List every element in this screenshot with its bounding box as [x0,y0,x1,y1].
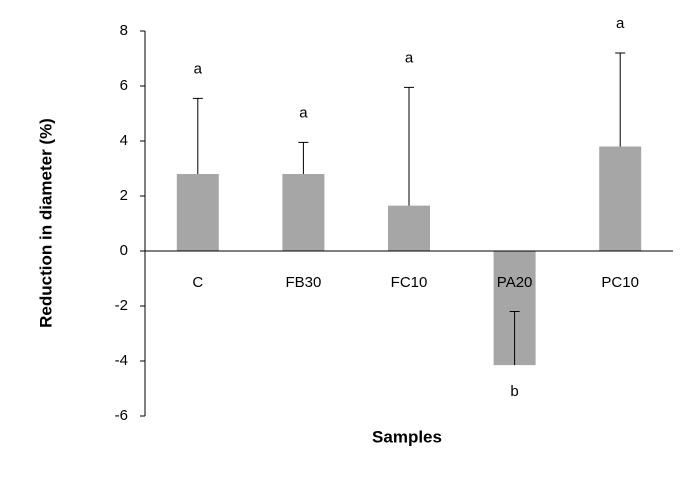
y-tick-label: -4 [115,352,128,369]
y-tick-label: 4 [120,132,128,149]
x-tick-label: PC10 [601,274,639,291]
x-tick-label: FC10 [391,274,428,291]
significance-letter: b [510,383,518,400]
bar [599,146,642,251]
x-axis-title: Samples [372,427,442,446]
y-tick-label: 8 [120,22,128,39]
bar [282,174,325,251]
significance-letter: a [299,104,308,121]
y-tick-label: 2 [120,187,128,204]
bar [388,205,430,251]
y-tick-label: -6 [115,407,128,424]
significance-letter: a [405,49,414,66]
significance-letter: a [194,60,203,77]
x-tick-label: FB30 [285,274,321,291]
y-tick-label: 0 [120,242,128,259]
y-tick-label: 6 [120,77,128,94]
x-tick-label: PA20 [497,274,533,291]
y-axis-title: Reduction in diameter (%) [36,118,55,328]
bar [176,174,219,251]
significance-letter: a [616,15,625,32]
y-tick-label: -2 [115,297,128,314]
x-tick-label: C [192,274,203,291]
